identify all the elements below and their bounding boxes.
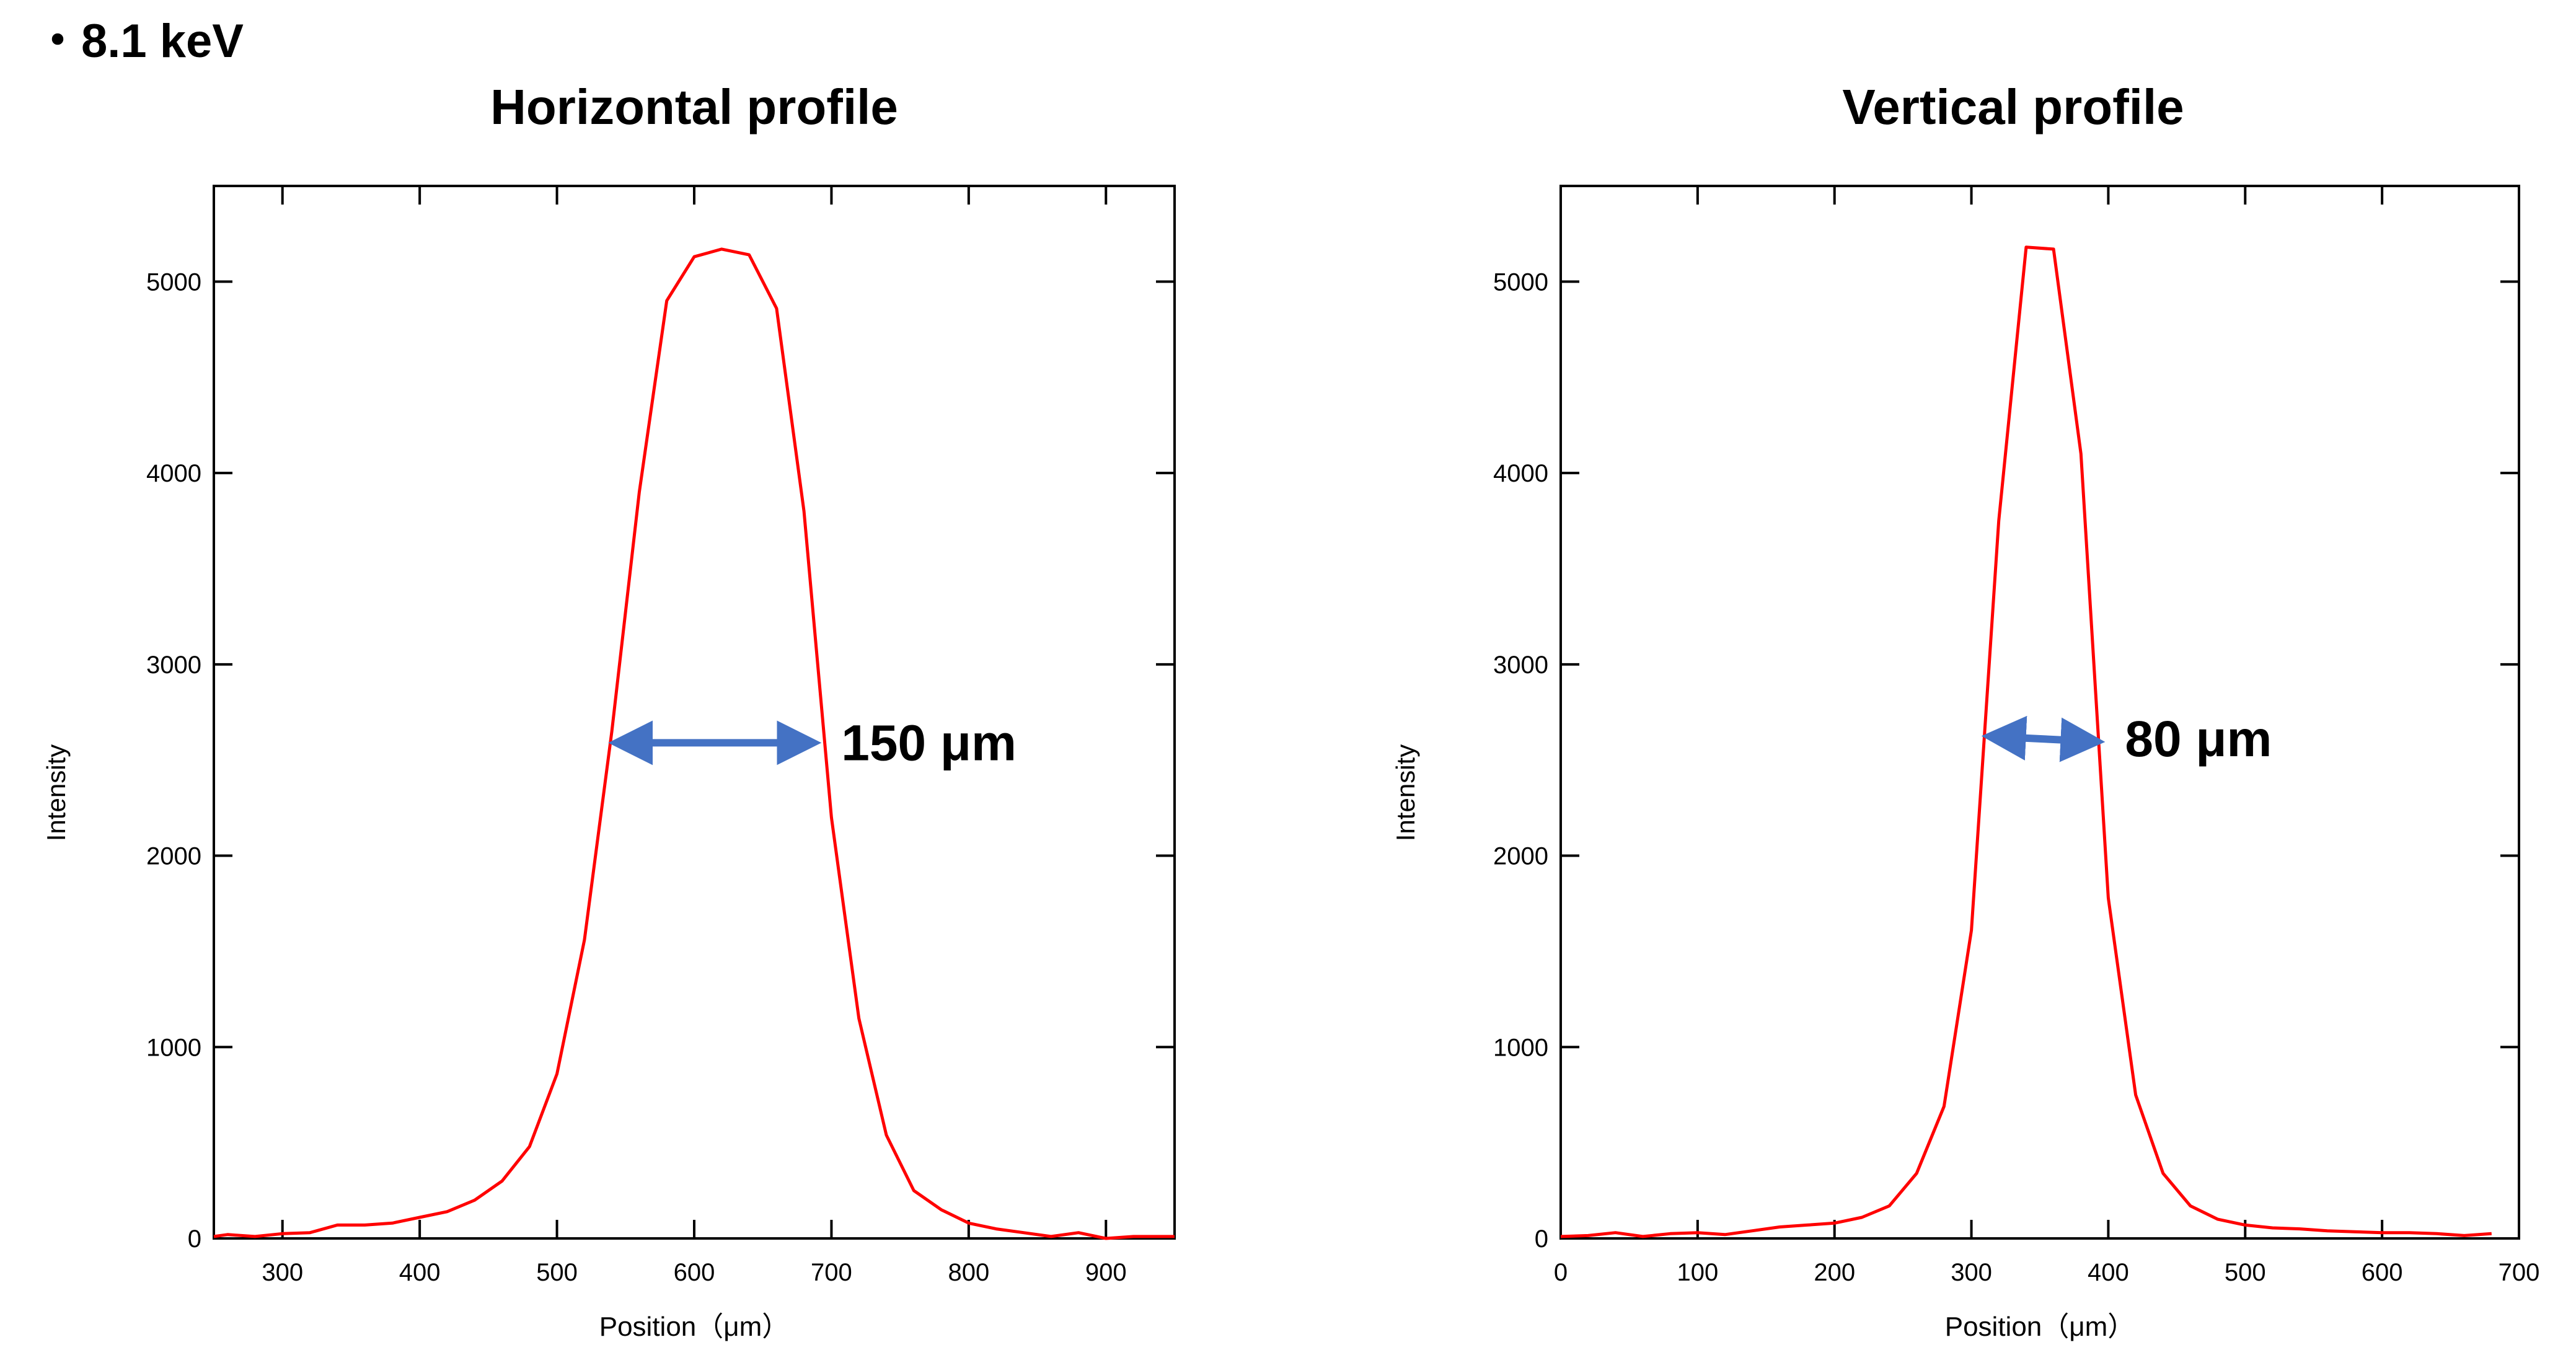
vertical-profile-chart: Vertical profile 0 100 200 300 400 500 600 700 0 1… [1391, 79, 2539, 1342]
x-tick-label: 500 [2225, 1259, 2266, 1286]
plot-frame [1559, 185, 2520, 1240]
x-tick-label: 700 [2499, 1259, 2540, 1286]
x-tick-label: 300 [1951, 1259, 1992, 1286]
x-axis-label: Position（μm） [599, 1312, 790, 1342]
y-axis-label: Intensity [42, 744, 71, 841]
y-tick-label: 1000 [1493, 1034, 1548, 1061]
intensity-profile-line [1560, 245, 2492, 1238]
x-tick-label: 300 [262, 1259, 303, 1286]
x-tick-label: 200 [1814, 1259, 1855, 1286]
y-tick-label: 3000 [146, 651, 201, 679]
x-tick-label: 900 [1085, 1259, 1127, 1286]
y-tick-label: 4000 [146, 460, 201, 487]
horizontal-profile-chart: Horizontal profile 300 400 500 600 700 800 900 0… [42, 79, 1176, 1342]
fwhm-label: 80 μm [2125, 711, 2272, 767]
x-tick-label: 500 [536, 1259, 578, 1286]
y-tick-label: 0 [1535, 1225, 1548, 1253]
chart-title: Vertical profile [1842, 79, 2184, 135]
y-tick-label: 3000 [1493, 651, 1548, 679]
x-tick-label: 400 [2088, 1259, 2129, 1286]
intensity-profile-line [213, 247, 1175, 1240]
x-tick-label: 100 [1677, 1259, 1718, 1286]
plot-frame [213, 185, 1176, 1240]
x-tick-label: 800 [948, 1259, 989, 1286]
y-tick-label: 2000 [146, 843, 201, 870]
y-tick-label: 0 [188, 1225, 201, 1253]
x-tick-label: 400 [399, 1259, 441, 1286]
y-tick-label: 2000 [1493, 843, 1548, 870]
x-tick-label: 600 [674, 1259, 715, 1286]
y-tick-label: 5000 [146, 268, 201, 296]
y-tick-label: 4000 [1493, 460, 1548, 487]
y-tick-label: 1000 [146, 1034, 201, 1061]
x-tick-label: 600 [2362, 1259, 2403, 1286]
fwhm-arrow [1981, 715, 2106, 762]
y-axis-label: Intensity [1391, 744, 1420, 841]
fwhm-label: 150 μm [841, 715, 1017, 771]
x-tick-label: 700 [811, 1259, 852, 1286]
energy-label: ・8.1 keV [34, 15, 244, 68]
x-tick-label: 0 [1554, 1259, 1568, 1286]
x-axis-label: Position（μm） [1945, 1312, 2135, 1342]
y-tick-label: 5000 [1493, 268, 1548, 296]
chart-title: Horizontal profile [490, 79, 898, 135]
